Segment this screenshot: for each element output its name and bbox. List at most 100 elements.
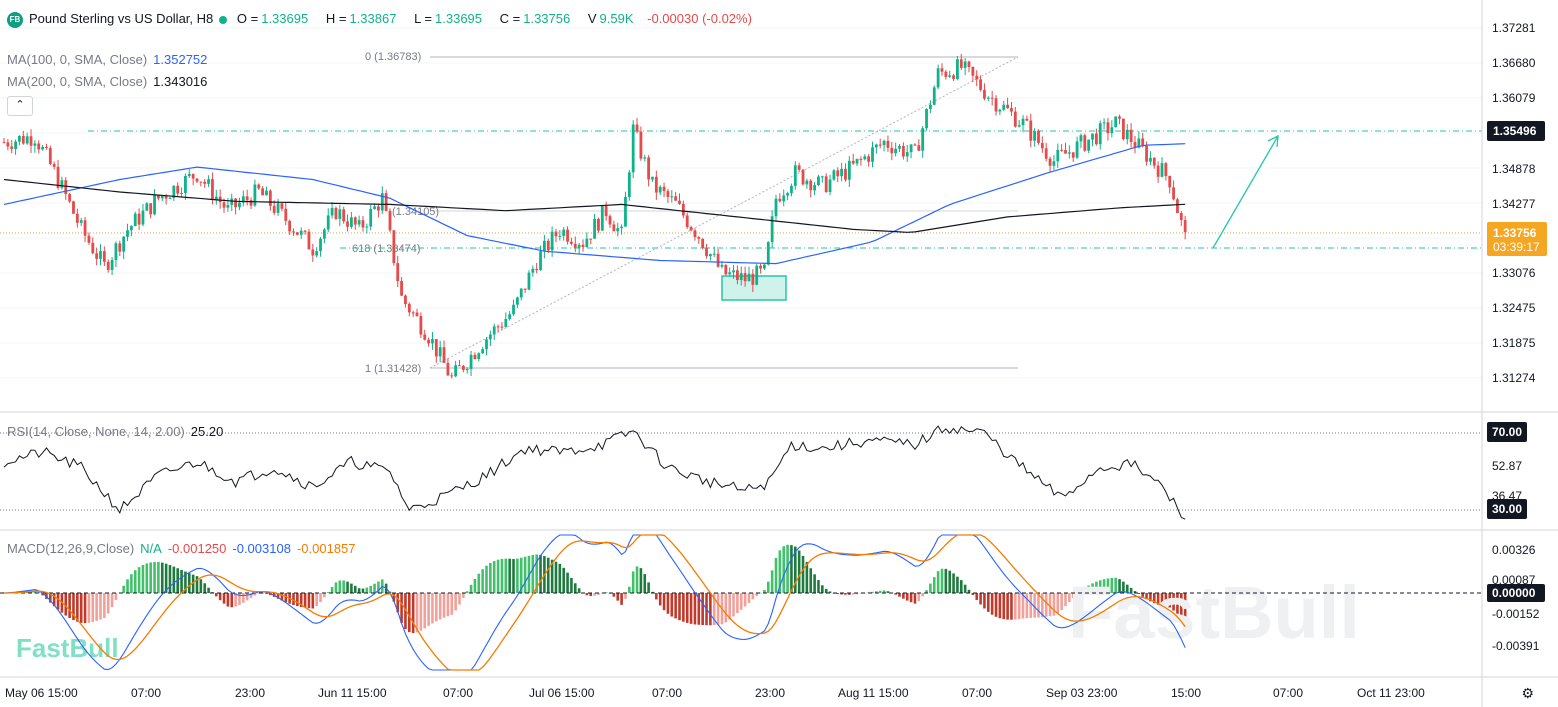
time-tick: 07:00 (131, 686, 161, 700)
macd-bar (987, 593, 990, 612)
candle (461, 364, 465, 373)
candle (739, 266, 743, 286)
macd-tick-zero: 0.00000 (1492, 586, 1536, 600)
price-tick: 1.32475 (1492, 301, 1536, 315)
candle (770, 210, 774, 249)
fibonacci-retracement[interactable]: 0 (1.36783) (1.34105) 618 (1.33474) 1 (1… (352, 51, 1019, 375)
macd-bar (1106, 578, 1110, 593)
candle (670, 190, 674, 203)
macd-bar (226, 593, 230, 607)
candle (257, 183, 261, 190)
candle (1152, 157, 1156, 169)
macd-bar (377, 581, 380, 593)
macd-bar (1172, 593, 1175, 611)
candle (801, 168, 805, 186)
candle (195, 178, 199, 184)
watermark-small: FastBull (16, 633, 119, 663)
macd-bar (848, 593, 851, 595)
symbol-legend[interactable]: FB Pound Sterling vs US Dollar, H8 O = 1.3… (7, 11, 758, 28)
macd-bar (801, 555, 805, 593)
candle (963, 57, 967, 76)
candle (836, 167, 840, 183)
fib-level-0-5: (1.34105) (392, 206, 439, 218)
candle (25, 132, 29, 145)
symbol-title: Pound Sterling vs US Dollar, H8 (29, 11, 214, 26)
rsi-30-badge (1487, 499, 1527, 519)
macd-bar (716, 593, 720, 625)
macd-bar (373, 583, 376, 593)
candle (932, 85, 936, 106)
candle (573, 236, 577, 253)
macd-bar (670, 593, 674, 617)
candle (523, 288, 527, 294)
macd-bar (712, 593, 716, 626)
macd-bar (1006, 593, 1009, 620)
candle (647, 155, 651, 187)
macd-bar (828, 591, 832, 593)
open-label: O = (236, 11, 259, 26)
candle (1006, 97, 1009, 109)
rsi-tick: 52.87 (1492, 459, 1522, 473)
candle (1071, 152, 1075, 162)
macd-bar (1029, 593, 1033, 618)
collapse-legend-button[interactable]: ⌃ (7, 96, 33, 116)
time-axis[interactable]: May 06 15:00 07:00 23:00 Jun 11 15:00 07… (5, 686, 1425, 700)
candle (898, 144, 901, 153)
candle (21, 130, 25, 145)
ma100-legend[interactable]: MA(100, 0, SMA, Close) 1.352752 (7, 52, 213, 67)
macd-bar (1180, 593, 1183, 620)
rsi-legend[interactable]: RSI(14, Close, None, 14, 2.00) 25.20 (7, 424, 229, 439)
candle (342, 206, 346, 224)
macd-bar (319, 593, 322, 603)
macd-bar (469, 584, 473, 593)
candle (867, 154, 871, 167)
settings-gear-icon[interactable]: ⚙ (1521, 685, 1534, 701)
macd-bar (122, 585, 125, 593)
macd-bar (257, 593, 261, 594)
candle (295, 232, 299, 236)
candle (909, 144, 913, 159)
macd-bar (647, 582, 650, 593)
watermark-big: FastBull (1068, 571, 1360, 654)
macd-bar (558, 563, 562, 593)
ma200-legend[interactable]: MA(200, 0, SMA, Close) 1.343016 (7, 74, 213, 89)
macd-bar (462, 593, 465, 598)
macd-bar (87, 593, 91, 623)
candle (311, 243, 315, 262)
candle (1064, 142, 1067, 154)
macd-bar (276, 593, 280, 599)
macd-bar (790, 545, 793, 593)
candle (446, 358, 450, 376)
macd-legend[interactable]: MACD(12,26,9,Close) N/A -0.001250 -0.003108… (7, 541, 362, 556)
macd-bar (280, 593, 284, 601)
projection-arrow[interactable] (1212, 134, 1279, 249)
macd-bar (145, 563, 149, 593)
macd-bar (141, 564, 145, 593)
macd-bar (415, 593, 419, 633)
macd-bar (149, 562, 152, 593)
macd-bar (678, 593, 681, 621)
macd-bar (41, 593, 44, 596)
candle (365, 223, 369, 234)
macd-bar (882, 590, 886, 593)
candle (755, 263, 759, 286)
candle (589, 238, 593, 245)
signal-value: -0.001857 (296, 541, 356, 556)
candle (1179, 210, 1183, 227)
candle (369, 204, 373, 231)
macd-bar (546, 557, 550, 593)
macd-bar (1122, 581, 1125, 593)
candle (805, 178, 809, 189)
candle (743, 266, 747, 287)
candle (434, 339, 438, 363)
price-axis[interactable]: 1.37281 1.36680 1.36079 1.34878 1.34277 … (1492, 21, 1536, 385)
macd-bar (99, 593, 102, 620)
candle (681, 200, 685, 219)
macd-bar (353, 585, 357, 593)
macd-bar (1075, 593, 1079, 595)
candle (133, 211, 137, 227)
macd-bar (1017, 593, 1021, 620)
candle (149, 203, 153, 219)
candle (280, 201, 284, 212)
